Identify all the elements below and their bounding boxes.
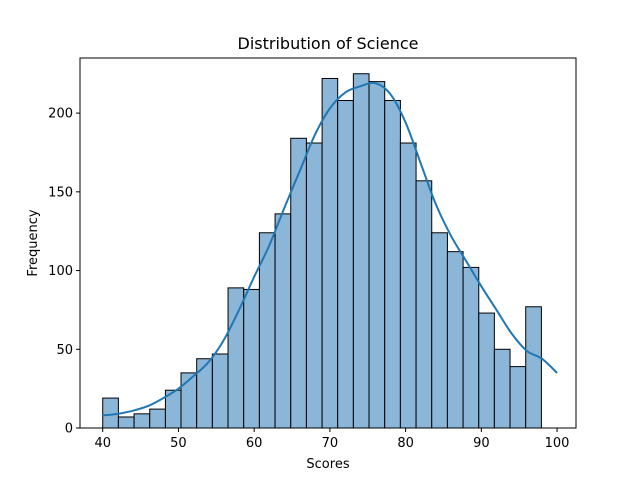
bars-group xyxy=(102,73,542,429)
x-tick-label: 80 xyxy=(397,436,414,451)
x-tick-label: 50 xyxy=(170,436,187,451)
histogram-bar xyxy=(133,413,151,429)
histogram-bar xyxy=(227,287,245,429)
histogram-bar xyxy=(305,142,323,429)
histogram-bar xyxy=(243,288,260,429)
histogram-bar xyxy=(102,397,119,429)
histogram-bar xyxy=(384,100,401,429)
histogram-bar xyxy=(509,366,527,429)
histogram-bar xyxy=(321,77,339,429)
y-tick-label: 150 xyxy=(48,185,73,200)
histogram-bar xyxy=(290,137,307,429)
plot-frame xyxy=(79,57,577,429)
histogram-bar xyxy=(525,306,542,429)
y-axis: 0 50 100 150 200 xyxy=(48,107,80,437)
histogram-bar xyxy=(196,358,213,429)
x-tick-label: 70 xyxy=(322,436,339,451)
histogram-bar xyxy=(274,213,292,429)
y-tick-label: 200 xyxy=(48,107,73,122)
y-tick-label: 0 xyxy=(65,422,73,437)
kde-line xyxy=(102,81,558,417)
histogram-bar xyxy=(399,142,417,429)
histogram-bar xyxy=(446,251,464,429)
histogram-bar xyxy=(337,100,354,429)
histogram-bar xyxy=(211,353,229,429)
x-tick-label: 100 xyxy=(545,436,570,451)
histogram-bar xyxy=(462,266,480,429)
x-tick-label: 90 xyxy=(473,436,490,451)
x-axis: 40 50 60 70 80 90 100 xyxy=(94,428,569,451)
histogram-bar xyxy=(117,416,135,429)
y-tick-label: 50 xyxy=(56,343,73,358)
y-axis-label: Frequency xyxy=(26,209,41,276)
histogram-bar xyxy=(149,408,166,429)
histogram-bar xyxy=(493,348,511,429)
x-tick-label: 40 xyxy=(94,436,111,451)
histogram-bar xyxy=(415,180,433,429)
histogram-bar xyxy=(478,312,495,429)
histogram-bar xyxy=(431,232,448,429)
histogram-bar xyxy=(368,81,386,429)
x-tick-label: 60 xyxy=(246,436,263,451)
histogram-bar xyxy=(352,73,370,429)
y-tick-label: 100 xyxy=(48,264,73,279)
chart-title: Distribution of Science xyxy=(238,34,419,53)
x-axis-label: Scores xyxy=(306,457,349,472)
